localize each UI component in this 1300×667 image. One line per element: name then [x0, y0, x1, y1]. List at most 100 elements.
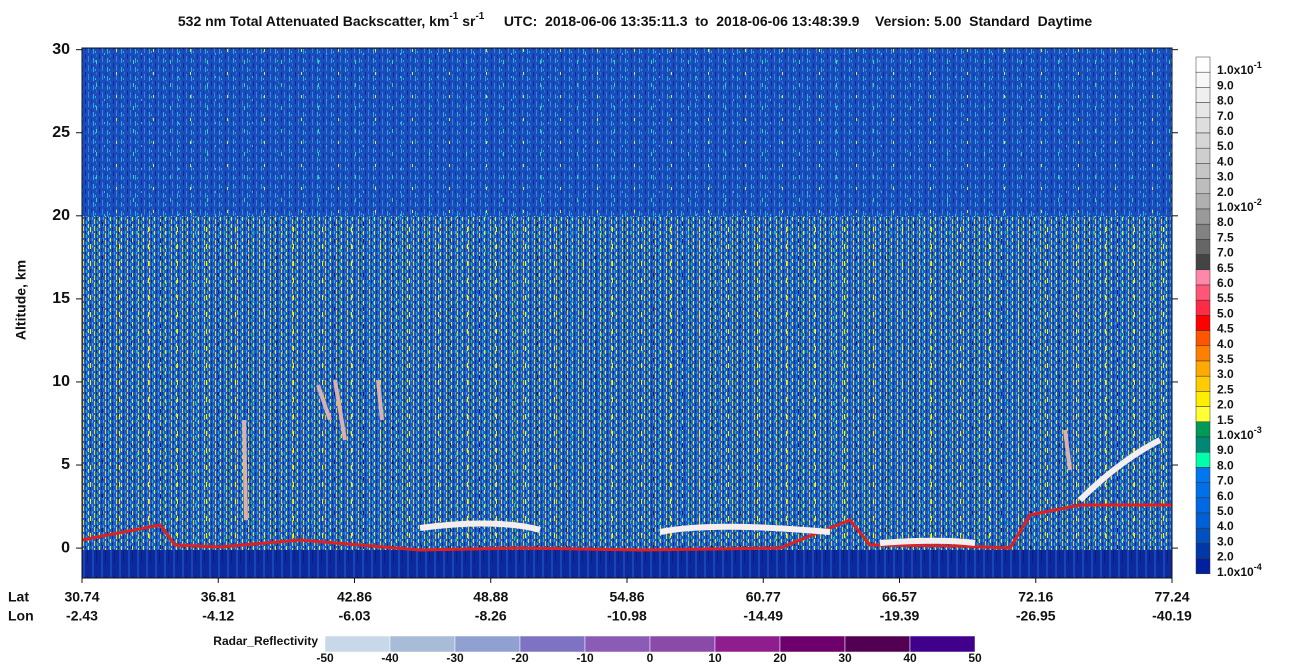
colorbar-box: [1195, 345, 1211, 362]
colorbar-box: [1195, 117, 1211, 134]
radar-colorbar-box: [844, 635, 911, 653]
x-tick-label: 77.24: [1154, 589, 1189, 605]
x-tick-label: 72.16: [1018, 589, 1053, 605]
radar-tick-label: -50: [316, 651, 334, 665]
colorbar-text: 4.5: [1217, 322, 1234, 336]
colorbar-box: [1195, 71, 1211, 88]
x-tick-label: -2.43: [66, 608, 98, 624]
colorbar-box: [1195, 421, 1211, 438]
colorbar-text: 3.0: [1217, 367, 1234, 381]
x-tick-label: -6.03: [339, 608, 371, 624]
radar-tick-label: -30: [446, 651, 464, 665]
colorbar-label: 1.0x10-4: [1217, 562, 1262, 579]
colorbar-exp: -2: [1254, 197, 1262, 207]
colorbar-box: [1195, 102, 1211, 119]
colorbar-box: [1195, 512, 1211, 529]
title-text: 532 nm Total Attenuated Backscatter, km: [178, 13, 450, 29]
colorbar-label: 1.5: [1217, 413, 1234, 427]
colorbar-label: 5.0: [1217, 307, 1234, 321]
y-tick-label: 25: [52, 124, 70, 141]
colorbar-label: 2.0: [1217, 185, 1234, 199]
x-tick-label: -26.95: [1016, 608, 1056, 624]
colorbar-text: 1.0x10: [1217, 63, 1254, 77]
colorbar-exp: -1: [1254, 61, 1262, 71]
colorbar-text: 3.0: [1217, 170, 1234, 184]
radar-colorbar-box: [909, 635, 976, 653]
colorbar-label: 3.0: [1217, 535, 1234, 549]
radar-tick-label: 0: [647, 651, 654, 665]
title-exp: -1: [449, 11, 458, 22]
x-tick-label: -8.26: [475, 608, 507, 624]
colorbar-text: 9.0: [1217, 443, 1234, 457]
colorbar-label: 9.0: [1217, 443, 1234, 457]
colorbar-label: 6.5: [1217, 261, 1234, 275]
cloud-layer: [419, 437, 1162, 546]
colorbar-box: [1195, 315, 1211, 331]
colorbar-exp: -3: [1254, 425, 1262, 435]
colorbar-label: 7.0: [1217, 246, 1234, 260]
colorbar-text: 1.0x10: [1217, 200, 1254, 214]
x-row-label: Lon: [8, 608, 34, 624]
colorbar-label: 7.5: [1217, 231, 1234, 245]
colorbar-box: [1195, 223, 1211, 240]
colorbar-label: 5.0: [1217, 504, 1234, 518]
colorbar-label: 1.0x10-2: [1217, 197, 1262, 214]
colorbar-label: 6.0: [1217, 276, 1234, 290]
colorbar-text: 2.0: [1217, 550, 1234, 564]
colorbar-text: 7.0: [1217, 474, 1234, 488]
colorbar-text: 8.0: [1217, 215, 1234, 229]
colorbar-text: 6.0: [1217, 489, 1234, 503]
radar-colorbar-box: [714, 635, 781, 653]
colorbar-box: [1195, 543, 1211, 559]
colorbar-text: 7.0: [1217, 109, 1234, 123]
colorbar-box: [1195, 269, 1211, 286]
colorbar-label: 4.0: [1217, 519, 1234, 533]
x-tick-label: 42.86: [337, 589, 372, 605]
x-tick-label: -40.19: [1152, 608, 1192, 624]
y-tick-label: 5: [61, 456, 70, 473]
radar-colorbar-box: [584, 635, 651, 653]
cirrus: [242, 379, 1072, 521]
colorbar-label: 7.0: [1217, 474, 1234, 488]
x-tick-label: -14.49: [743, 608, 783, 624]
colorbar-label: 2.0: [1217, 550, 1234, 564]
colorbar-label: 3.0: [1217, 170, 1234, 184]
colorbar-box: [1195, 284, 1211, 301]
colorbar-box: [1195, 254, 1211, 271]
radar-label: Radar_Reflectivity: [213, 634, 318, 648]
colorbar-box: [1195, 436, 1211, 453]
radar-tick-label: -10: [576, 651, 594, 665]
y-tick-label: 0: [61, 539, 70, 556]
colorbar-label: 6.0: [1217, 124, 1234, 138]
colorbar-box: [1195, 391, 1211, 407]
colorbar-box: [1195, 482, 1211, 499]
lower-speckle: [82, 216, 1172, 550]
colorbar-label: 9.0: [1217, 79, 1234, 93]
colorbar-label: 1.0x10-1: [1217, 61, 1262, 78]
radar-colorbar-box: [454, 635, 521, 653]
y-tick-label: 20: [52, 207, 70, 224]
y-tick-label: 10: [52, 373, 70, 390]
colorbar-text: 1.0x10: [1217, 428, 1254, 442]
plot-area: [81, 47, 1173, 579]
x-tick-label: -10.98: [607, 608, 647, 624]
colorbar-box: [1195, 87, 1211, 103]
x-tick-label: 66.57: [882, 589, 917, 605]
colorbar-text: 4.0: [1217, 337, 1234, 351]
colorbar-box: [1195, 56, 1211, 73]
colorbar-text: 7.5: [1217, 231, 1234, 245]
colorbar-label: 5.5: [1217, 291, 1234, 305]
radar-colorbar-box: [389, 635, 456, 653]
x-tick-label: -19.39: [880, 608, 920, 624]
colorbar-label: 3.0: [1217, 367, 1234, 381]
colorbar-box: [1195, 239, 1211, 255]
radar-tick-label: 10: [708, 651, 722, 665]
colorbar-box: [1195, 299, 1211, 316]
colorbar-box: [1195, 178, 1211, 195]
radar-colorbar-box: [519, 635, 586, 653]
radar-tick-label: -20: [511, 651, 529, 665]
colorbar-text: 6.0: [1217, 124, 1234, 138]
colorbar-box: [1195, 497, 1211, 514]
colorbar-label: 4.5: [1217, 322, 1234, 336]
colorbar-label: 6.0: [1217, 489, 1234, 503]
